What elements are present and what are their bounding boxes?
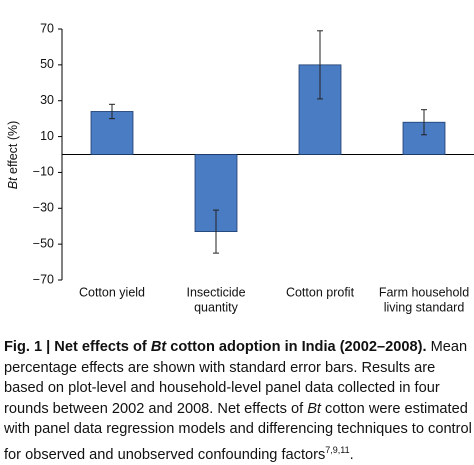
caption-italic: Bt bbox=[150, 339, 167, 355]
y-tick-label: −10 bbox=[33, 165, 54, 179]
y-tick-label: 70 bbox=[40, 21, 54, 35]
caption-title: Fig. 1 | Net effects of bbox=[4, 339, 151, 355]
y-tick-label: 10 bbox=[40, 129, 54, 143]
y-tick-label: −70 bbox=[33, 272, 54, 286]
x-tick-label: Cotton profit bbox=[286, 285, 355, 299]
x-tick-label: Cotton yield bbox=[79, 285, 145, 299]
y-axis-label: Bt effect (%) bbox=[6, 121, 20, 190]
caption-italic: Bt bbox=[307, 400, 321, 417]
x-tick-label: living standard bbox=[384, 300, 465, 314]
x-tick-label: Insecticide bbox=[186, 285, 245, 299]
x-tick-label: Farm household bbox=[379, 285, 469, 299]
y-tick-label: −30 bbox=[33, 201, 54, 215]
caption-text: Mean percentage effects are shown with s… bbox=[4, 339, 468, 417]
y-tick-label: −50 bbox=[33, 236, 54, 250]
caption-text: cotton were estimated with panel data re… bbox=[4, 400, 472, 463]
y-label-part: Bt bbox=[6, 177, 20, 189]
caption-title: cotton adoption in India (2002–2008). bbox=[166, 339, 427, 355]
y-label-part: effect (%) bbox=[6, 121, 20, 178]
caption: Fig. 1 | Net effects of Bt cotton adopti… bbox=[4, 337, 472, 465]
y-tick-label: 30 bbox=[40, 93, 54, 107]
caption-ref: 7,9,11 bbox=[325, 444, 350, 455]
x-tick-label: quantity bbox=[194, 300, 239, 314]
bar bbox=[298, 64, 342, 155]
chart: Bt effect (%) −70 −50 −30 −10 10 30 50 70 Cotton… bbox=[6, 21, 474, 314]
caption-text: . bbox=[349, 446, 354, 463]
y-tick-label: 50 bbox=[40, 57, 54, 71]
